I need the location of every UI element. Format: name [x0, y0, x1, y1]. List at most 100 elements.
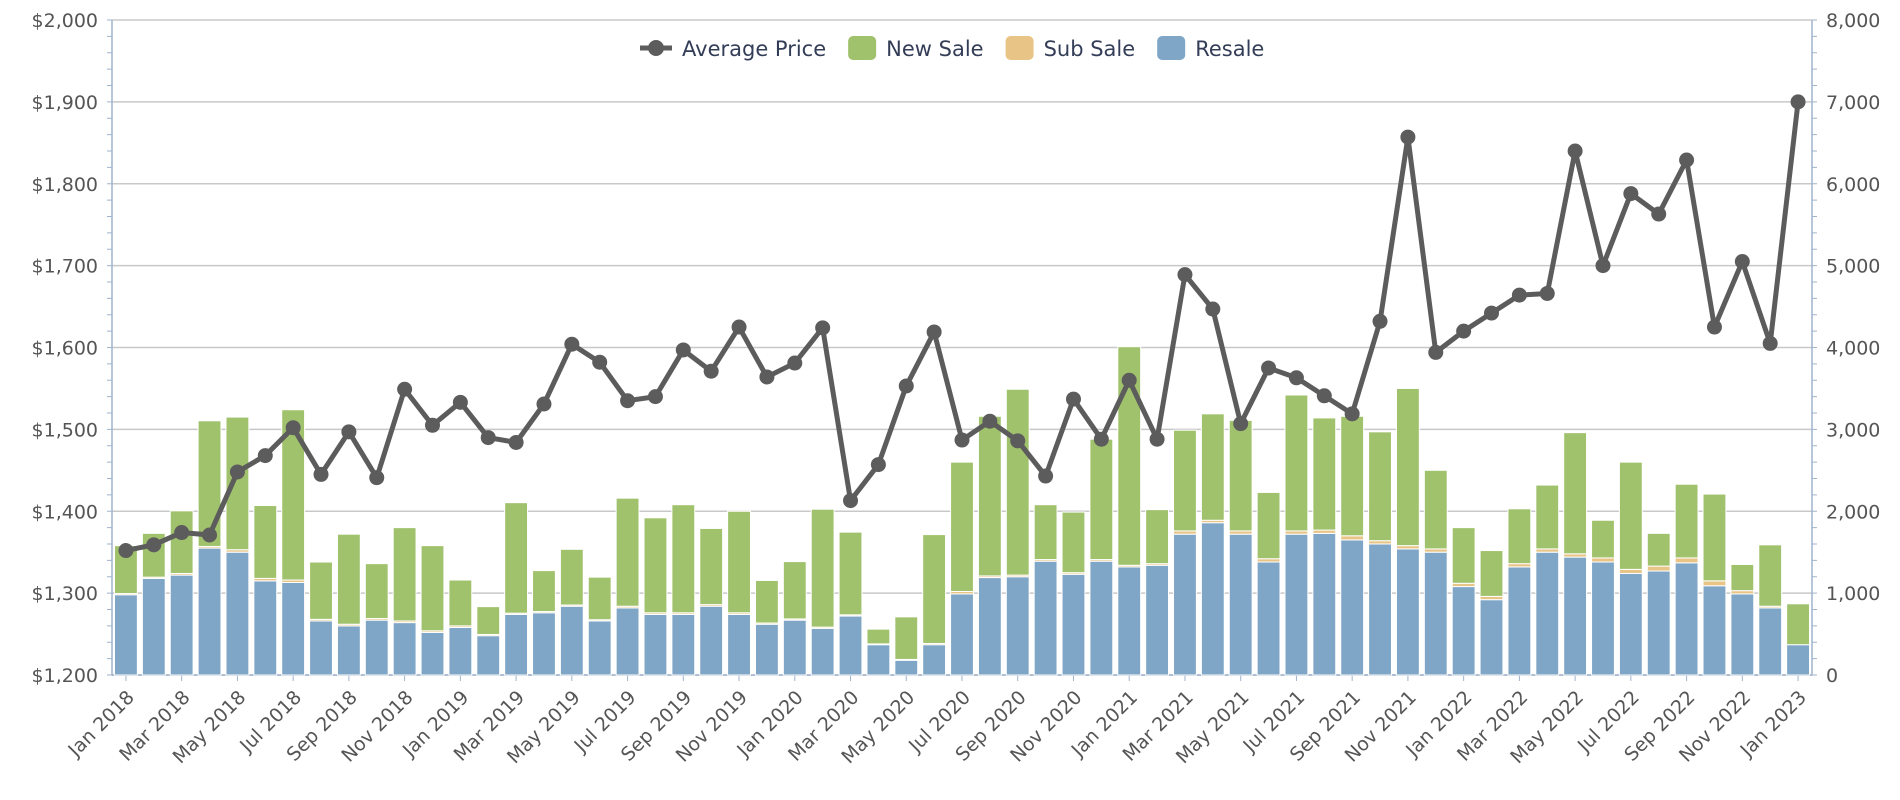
bar-sub-sale: [1618, 568, 1643, 574]
bar-sub-sale: [1591, 557, 1615, 563]
legend-item-average-price[interactable]: Average Price: [640, 37, 826, 61]
bar-new-sale: [754, 579, 779, 624]
average-price-point: [592, 354, 608, 370]
average-price-point: [675, 342, 691, 358]
bar-resale: [643, 613, 668, 676]
y-left-tick-label: $1,200: [32, 665, 98, 687]
y-right-tick-label: 6,000: [1826, 174, 1880, 196]
bar-resale: [1395, 548, 1420, 676]
bar-new-sale: [448, 579, 473, 627]
bar-sub-sale: [1674, 557, 1699, 564]
bar-new-sale: [1256, 491, 1281, 560]
average-price-point: [1679, 152, 1695, 168]
average-price-point: [1484, 305, 1500, 321]
bar-resale: [336, 625, 361, 676]
bar-resale: [727, 613, 751, 676]
bar-new-sale: [364, 563, 389, 620]
average-price-point: [257, 448, 273, 464]
average-price-point: [397, 381, 413, 397]
y-left-tick-label: $2,000: [32, 10, 98, 32]
legend-item-sub-sale[interactable]: Sub Sale: [1005, 36, 1136, 61]
bar-new-sale: [1173, 429, 1197, 532]
bar-new-sale: [1340, 415, 1365, 537]
bar-resale: [866, 644, 891, 676]
y-right-tick-label: 1,000: [1826, 583, 1880, 605]
legend-label: Sub Sale: [1044, 37, 1136, 61]
bar-resale: [392, 622, 417, 676]
average-price-point: [369, 470, 385, 486]
average-price-point: [452, 394, 468, 410]
bar-resale: [532, 612, 556, 676]
average-price-point: [1428, 344, 1444, 360]
y-right-tick-label: 4,000: [1826, 338, 1880, 360]
bar-resale: [1284, 533, 1309, 676]
bar-resale: [782, 619, 807, 676]
y-left-tick-label: $1,300: [32, 583, 98, 605]
bar-new-sale: [309, 561, 333, 620]
y-right-tick-label: 0: [1826, 665, 1838, 687]
average-price-point: [982, 413, 998, 429]
legend-item-resale[interactable]: Resale: [1157, 36, 1264, 61]
bar-new-sale: [587, 576, 612, 621]
average-price-point: [1205, 301, 1221, 317]
y-left-tick-label: $1,700: [32, 256, 98, 278]
bar-new-sale: [1646, 532, 1671, 567]
average-price-point: [1065, 391, 1081, 407]
bar-new-sale: [197, 420, 222, 547]
y-left-tick-label: $1,800: [32, 174, 98, 196]
bar-resale: [1451, 586, 1476, 676]
average-price-point: [564, 336, 580, 352]
average-price-point: [202, 527, 218, 543]
bar-resale: [1507, 566, 1532, 676]
average-price-point: [647, 389, 663, 405]
average-price-point: [620, 393, 636, 409]
bar-new-sale: [810, 508, 835, 628]
bar-new-sale: [169, 510, 194, 574]
legend: Average Price New Sale Sub Sale Resale: [640, 36, 1264, 61]
average-price-point: [731, 319, 747, 335]
bar-resale: [253, 580, 278, 676]
average-price-point: [229, 464, 245, 480]
bar-resale: [1089, 560, 1114, 676]
bar-resale: [1228, 533, 1253, 676]
bar-resale: [1674, 562, 1699, 676]
bar-resale: [950, 593, 974, 676]
legend-label: Resale: [1195, 37, 1264, 61]
bar-resale: [281, 581, 306, 676]
bar-new-sale: [1758, 544, 1783, 607]
bar-resale: [671, 613, 696, 676]
average-price-point: [1762, 335, 1778, 351]
average-price-point: [1344, 406, 1360, 422]
bar-new-sale: [894, 616, 919, 660]
bar-new-sale: [476, 606, 501, 635]
legend-swatch: [1005, 36, 1034, 60]
average-price-point: [480, 430, 496, 446]
bar-resale: [169, 574, 194, 676]
average-price-point: [1093, 431, 1109, 447]
legend-item-new-sale[interactable]: New Sale: [848, 36, 984, 61]
bar-resale: [1730, 593, 1755, 676]
average-price-point: [870, 457, 886, 473]
bar-resale: [699, 605, 724, 676]
bar-resale: [559, 605, 584, 676]
bar-new-sale: [1423, 469, 1448, 550]
bar-resale: [587, 620, 612, 676]
legend-swatch: [848, 36, 877, 60]
bar-new-sale: [671, 504, 696, 614]
legend-label: New Sale: [886, 37, 983, 61]
bar-resale: [1117, 566, 1142, 676]
bar-new-sale: [1228, 419, 1253, 532]
bar-new-sale: [559, 548, 584, 606]
bar-resale: [615, 607, 640, 676]
bar-new-sale: [1033, 504, 1058, 561]
average-price-line: [118, 94, 1806, 559]
bar-new-sale: [253, 505, 278, 579]
bar-new-sale: [1395, 387, 1420, 547]
average-price-point: [146, 537, 162, 553]
bar-resale: [838, 615, 863, 676]
bar-new-sale: [1618, 461, 1643, 570]
bar-sub-sale: [1340, 535, 1365, 541]
bar-sub-sale: [1702, 580, 1727, 587]
bar-new-sale: [643, 517, 668, 614]
